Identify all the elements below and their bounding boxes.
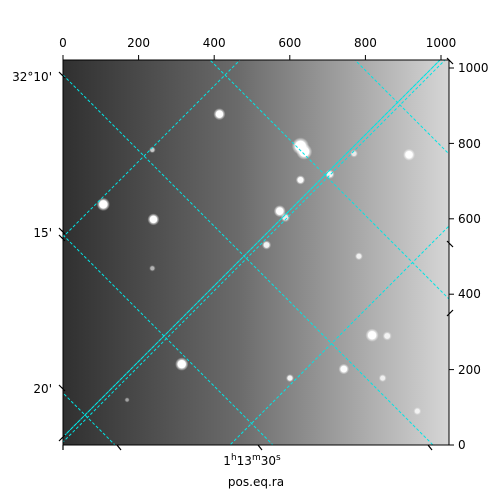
ra-minutes: 13 bbox=[237, 454, 252, 468]
ra-axis bbox=[62, 444, 433, 451]
dec-tick-label-20: 20' bbox=[33, 382, 52, 396]
star bbox=[287, 375, 293, 381]
dec-tick bbox=[446, 309, 454, 317]
star bbox=[276, 207, 284, 215]
ra-hours-unit: h bbox=[231, 453, 237, 463]
dec-tick bbox=[446, 240, 454, 248]
coordinate-grid bbox=[63, 60, 449, 445]
grid-line-dec bbox=[63, 234, 274, 445]
ra-seconds: 30 bbox=[261, 454, 276, 468]
ra-hours: 1 bbox=[223, 454, 231, 468]
star bbox=[351, 151, 357, 157]
star bbox=[297, 177, 304, 183]
right-tick-label: 600 bbox=[458, 212, 481, 226]
ra-seconds-unit: s bbox=[276, 453, 281, 463]
star bbox=[380, 375, 386, 381]
grid-line-ra bbox=[63, 60, 241, 238]
dec-tick-label-10: 32°10' bbox=[12, 70, 52, 84]
star-glow bbox=[149, 264, 156, 272]
dec-tick-label-15: 15' bbox=[33, 226, 52, 240]
star bbox=[125, 398, 129, 402]
star bbox=[356, 253, 362, 259]
star bbox=[414, 408, 420, 414]
star-glow bbox=[149, 146, 156, 154]
right-tick-label: 800 bbox=[458, 137, 481, 151]
ra-tick bbox=[427, 444, 433, 451]
star bbox=[149, 215, 158, 224]
dec-tick bbox=[58, 434, 66, 442]
dec-tick bbox=[58, 71, 66, 79]
right-tick-label: 200 bbox=[458, 363, 481, 377]
dec-tick bbox=[446, 57, 454, 65]
star bbox=[177, 360, 186, 369]
right-pixel-axis: 0 200 400 600 800 1000 bbox=[449, 61, 489, 452]
grid-line-dec bbox=[209, 60, 449, 300]
ra-minutes-unit: m bbox=[252, 453, 261, 463]
star-glow bbox=[124, 397, 130, 403]
grid-line-ra bbox=[63, 60, 446, 443]
dec-tick bbox=[58, 384, 66, 392]
star bbox=[263, 242, 270, 248]
dec-axis bbox=[58, 71, 66, 442]
top-pixel-axis: 0 200 400 600 800 1000 bbox=[59, 36, 456, 60]
top-tick-label: 600 bbox=[278, 36, 301, 50]
ra-axis-label: pos.eq.ra bbox=[228, 475, 284, 489]
right-tick-label: 0 bbox=[458, 438, 466, 452]
dec-tick bbox=[58, 234, 66, 242]
dec-tick bbox=[58, 227, 66, 235]
star bbox=[99, 200, 108, 209]
top-tick-label: 200 bbox=[127, 36, 150, 50]
stars-layer bbox=[96, 108, 422, 416]
top-tick-label: 400 bbox=[203, 36, 226, 50]
star bbox=[367, 331, 377, 340]
sky-background bbox=[63, 60, 449, 445]
grid-line-ra bbox=[229, 225, 449, 445]
star bbox=[326, 171, 333, 178]
dec-axis-right bbox=[446, 57, 454, 317]
grid-line-dec bbox=[63, 392, 116, 445]
grid-line-ra bbox=[63, 60, 441, 438]
top-tick-label: 0 bbox=[59, 36, 67, 50]
right-tick-label: 400 bbox=[458, 287, 481, 301]
grid-line-dec bbox=[63, 74, 434, 445]
top-tick-label: 800 bbox=[354, 36, 377, 50]
star bbox=[405, 151, 413, 159]
top-tick-label: 1000 bbox=[426, 36, 457, 50]
star bbox=[215, 110, 224, 118]
ra-tick bbox=[116, 444, 122, 451]
right-tick-label: 1000 bbox=[458, 61, 489, 75]
plot-frame bbox=[62, 59, 450, 446]
star bbox=[384, 333, 391, 339]
ra-tick-label: 1h13m30s bbox=[223, 453, 281, 468]
star bbox=[340, 365, 348, 373]
star bbox=[299, 146, 310, 157]
ra-tick bbox=[257, 444, 263, 451]
star bbox=[150, 266, 155, 271]
